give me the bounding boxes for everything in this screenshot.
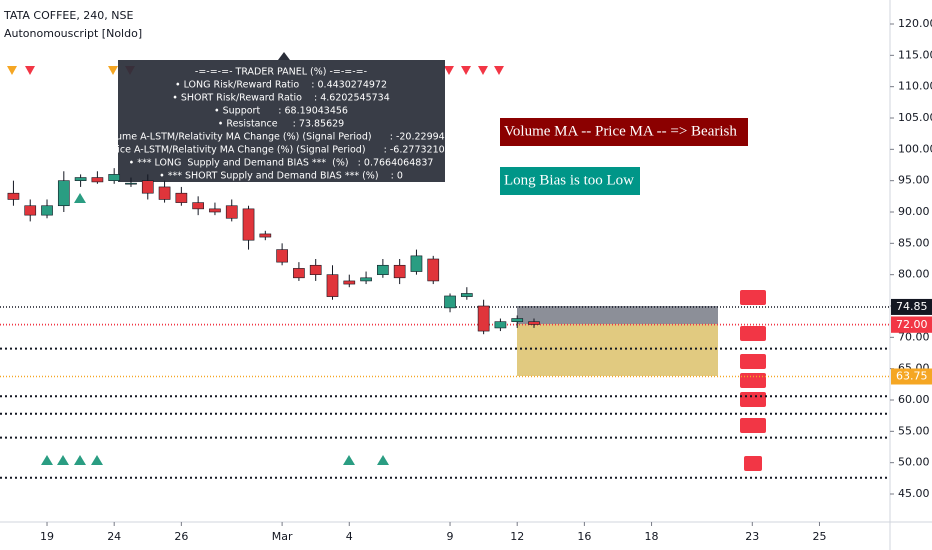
price-badge [891,316,932,333]
candle-body [242,208,255,241]
candle-body [175,192,188,203]
x-tick-label: 24 [107,530,121,543]
panel-line: • LONG Risk/Reward Ratio : 0.4430274972 [175,80,387,91]
candle-body [24,205,37,216]
candle-body [74,177,87,181]
candle-body [192,202,204,210]
panel-pointer [278,52,290,60]
candle-body [444,295,456,309]
x-tick-label: 9 [447,530,454,543]
chart-title: TATA COFFEE, 240, NSE [3,9,134,22]
panel-line: • *** LONG Supply and Demand BIAS *** (%… [129,158,434,169]
price-badge [891,298,932,315]
x-tick-label: Mar [272,530,293,543]
y-tick-label: 85.00 [898,236,930,249]
up-triangles [41,193,389,465]
y-tick-label: 50.00 [898,456,930,469]
candle-body [410,255,423,272]
candle-body [57,180,70,207]
candle-body [41,205,53,216]
panel-line: • Support : 68.19043456 [214,106,348,117]
y-tick-label: 55.00 [898,424,930,437]
trader-panel [118,60,445,182]
candle-body [377,264,389,275]
y-tick-label: 80.00 [898,268,930,281]
y-tick-label: 95.00 [898,174,930,187]
annotation: Volume MA -- Price MA -- => Bearish [504,123,737,139]
y-tick-label: 90.00 [898,205,930,218]
candle-body [209,208,221,213]
candle-body [259,233,272,238]
indicator-name: Autonomouscript [Noldo] [4,27,142,40]
candle-body [309,264,322,275]
candle-body [225,205,238,219]
panel-line: • SHORT Risk/Reward Ratio : 4.6202545734 [172,93,390,104]
y-tick-label: 100.00 [898,142,932,155]
candle-body [326,274,339,297]
y-tick-label: 105.00 [898,111,932,124]
candle-body [108,174,121,181]
candle-body [511,318,524,322]
y-tick-label: 120.00 [898,17,932,30]
candle-body [360,277,372,282]
down-triangles [7,66,118,75]
candle-body [343,280,356,285]
price-badge-label: 72.00 [896,318,928,331]
panel-line: • Resistance : 73.85629 [218,119,344,130]
x-tick-label: 23 [745,530,759,543]
x-tick-label: 25 [812,530,826,543]
reward-zone [517,324,718,376]
x-tick-label: 19 [40,530,54,543]
candle-body [7,192,20,200]
price-badge-label: 74.85 [896,300,928,313]
target-flags [740,290,766,471]
candle-body [293,268,305,279]
price-badge [891,368,932,385]
x-tick-label: 16 [577,530,591,543]
candle-body [276,249,288,263]
panel-line: • Price A-LSTM/Relativity MA Change (%) … [99,145,463,156]
panel-line: • *** SHORT Supply and Demand BIAS *** (… [159,171,403,182]
y-tick-label: 60.00 [898,393,930,406]
y-tick-label: 70.00 [898,330,930,343]
x-tick-label: 4 [346,530,353,543]
x-tick-label: 26 [174,530,188,543]
panel-line: -=-=-=- TRADER PANEL (%) -=-=-=- [195,67,367,78]
y-tick-label: 115.00 [898,48,932,61]
candle-body [91,177,104,183]
candle-body [427,258,440,282]
candle-body [141,180,154,194]
price-badge-label: 63.75 [896,370,928,383]
candle-body [125,182,137,185]
risk-zone [517,306,718,324]
bias-box [500,167,640,195]
candle-body [494,321,507,329]
bearish-box [500,118,748,146]
candle-body [158,186,171,200]
y-tick-label: 110.00 [898,80,932,93]
candle-body [460,293,473,297]
x-tick-label: 18 [645,530,659,543]
candle-body [528,321,540,325]
panel-line: • Volume A-LSTM/Relativity MA Change (%)… [93,132,469,143]
y-tick-label: 45.00 [898,487,930,500]
x-tick-label: 12 [510,530,524,543]
annotation: Long Bias is too Low [504,172,634,188]
candle-body [477,305,490,332]
candle-body [393,264,406,279]
